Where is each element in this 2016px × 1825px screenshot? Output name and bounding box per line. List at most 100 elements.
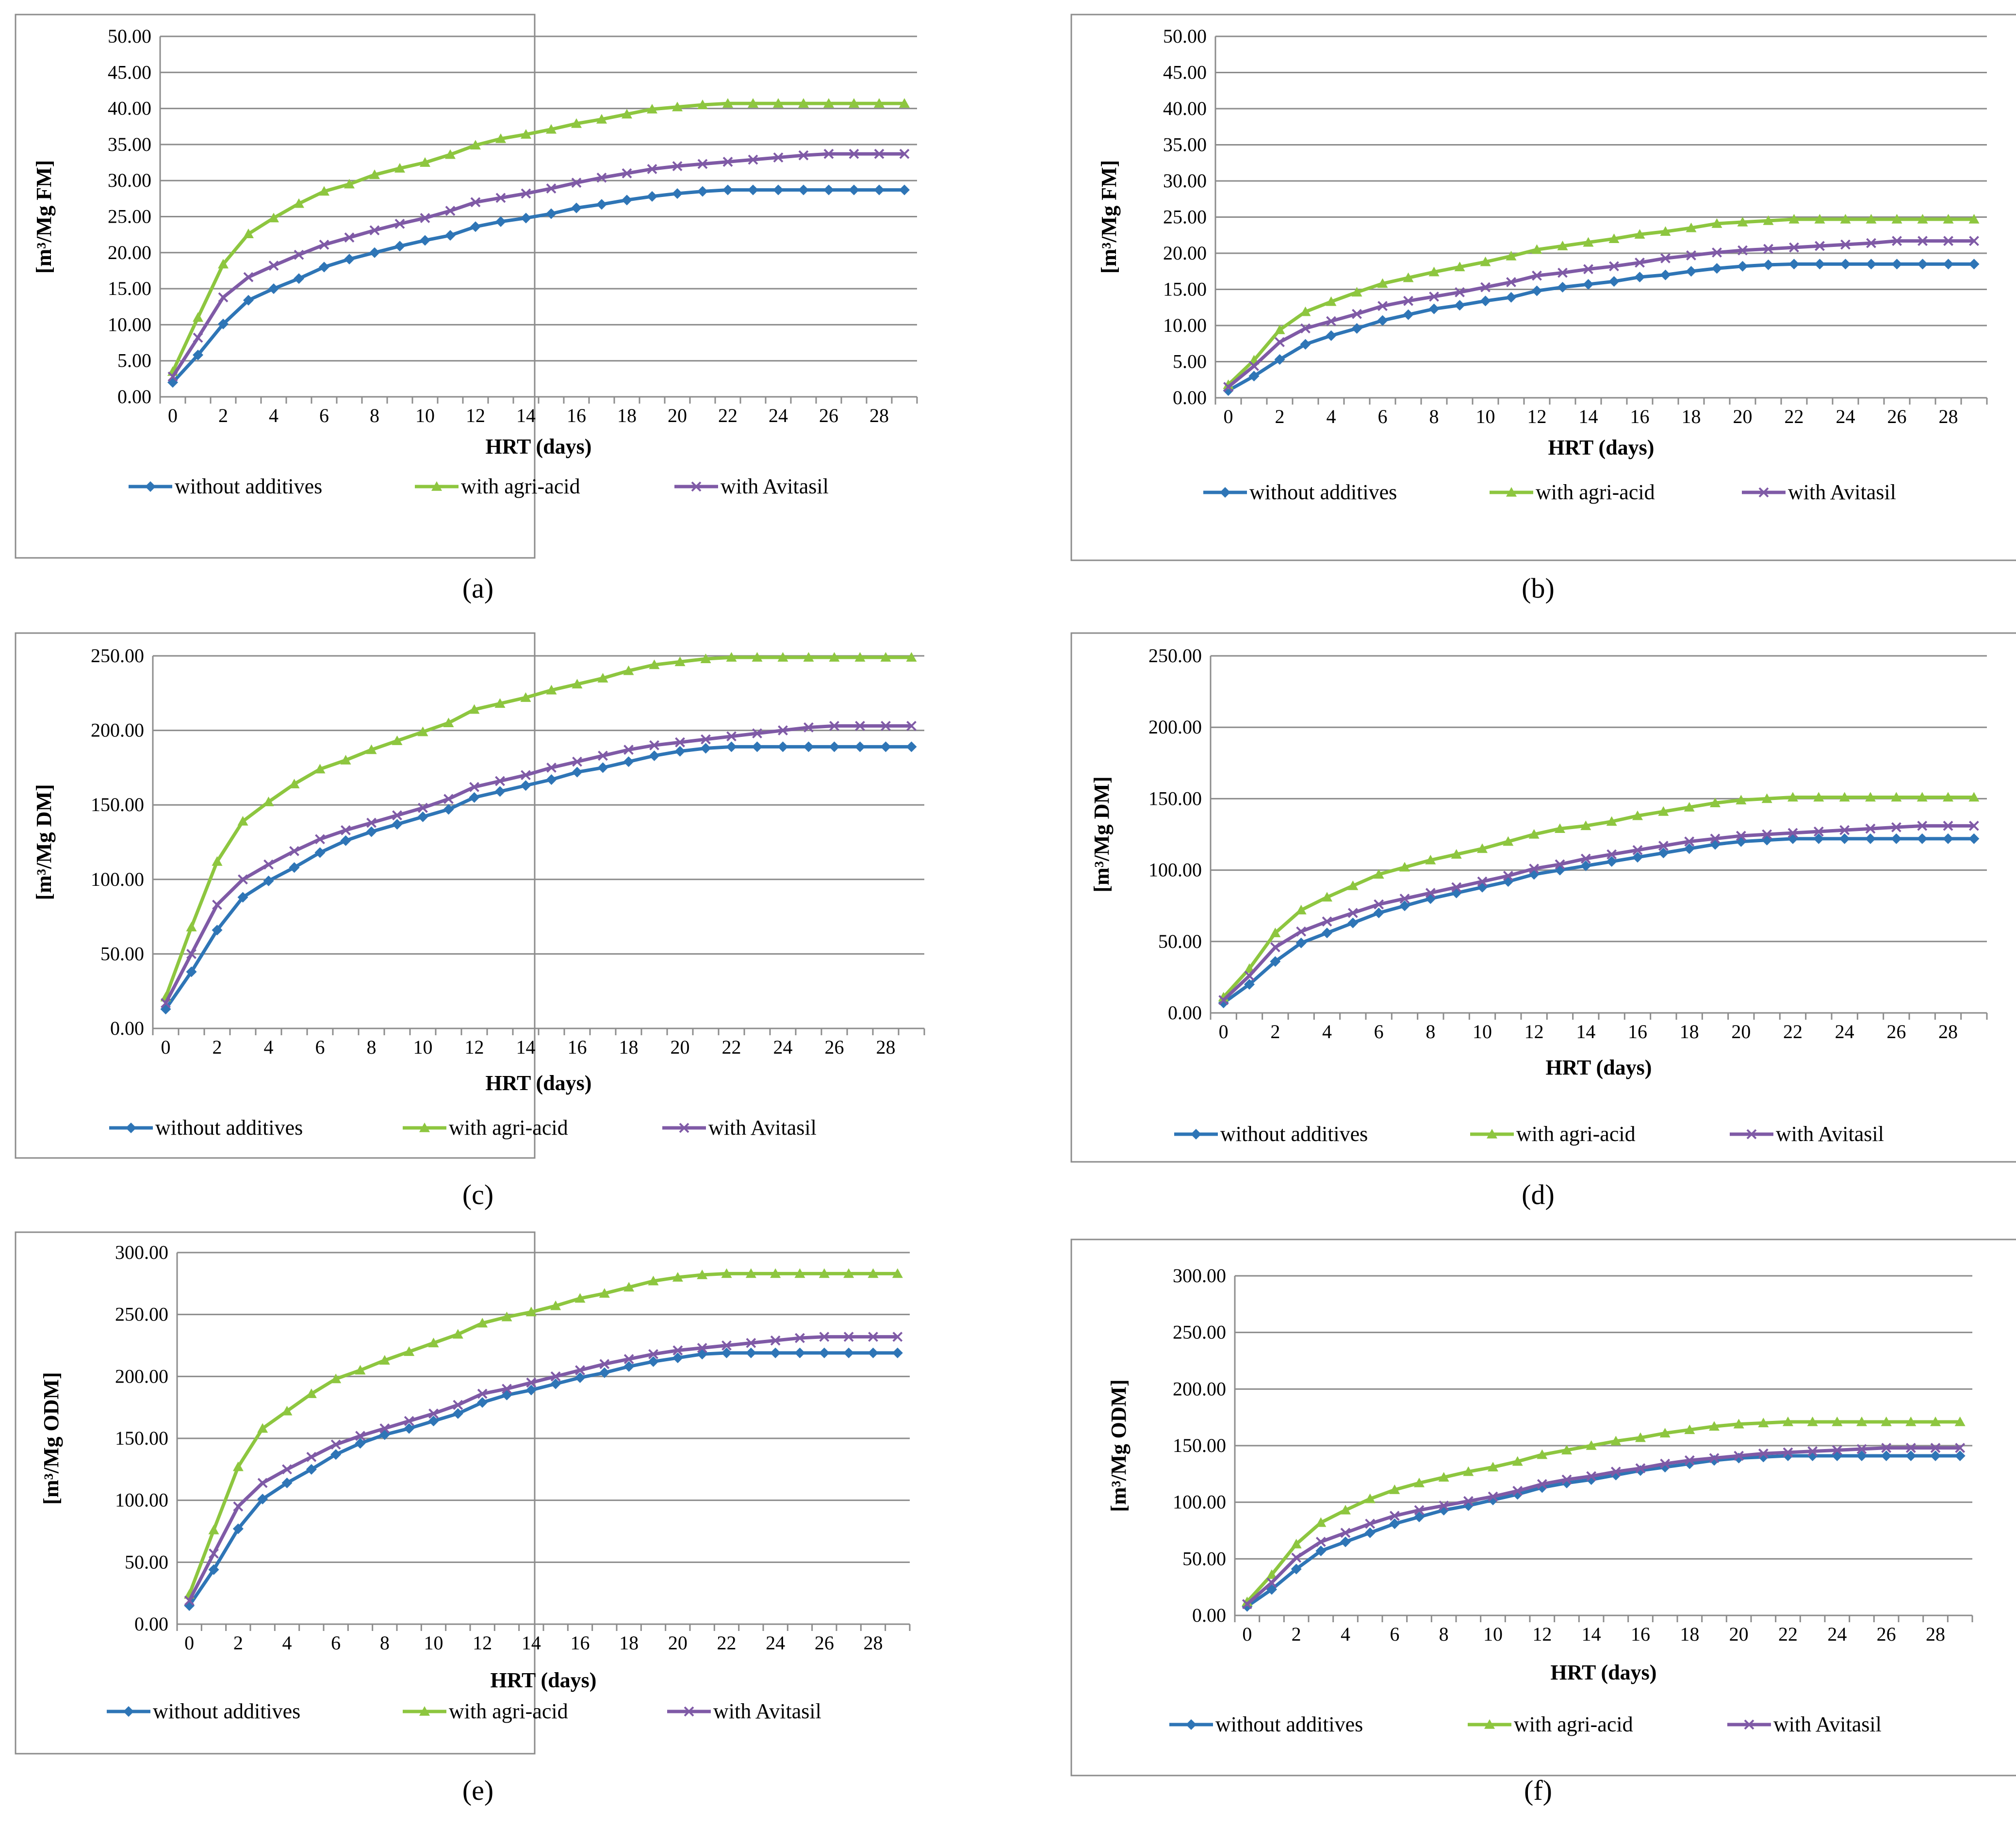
data-point bbox=[1635, 1463, 1646, 1474]
data-point bbox=[1856, 1444, 1867, 1454]
legend-item-with-avitasil: with Avitasil bbox=[1727, 1712, 1882, 1736]
x-tick-label: 24 bbox=[766, 1632, 785, 1654]
x-tick-label: 2 bbox=[1270, 1021, 1280, 1043]
chart-panel-5: 0.00 50.00 100.00 150.00 200.00 250.00 300.00 0… bbox=[15, 1231, 911, 1806]
data-point bbox=[1455, 287, 1465, 297]
data-point bbox=[721, 1268, 732, 1278]
data-point bbox=[1930, 1450, 1941, 1461]
y-tick-label: 20.00 bbox=[1163, 242, 1207, 264]
data-point bbox=[1315, 1536, 1326, 1547]
data-point bbox=[1865, 823, 1876, 834]
data-point bbox=[571, 178, 582, 188]
data-point bbox=[726, 652, 737, 662]
data-point bbox=[1403, 272, 1414, 282]
data-point bbox=[623, 745, 634, 755]
data-point bbox=[1660, 269, 1671, 280]
data-point bbox=[238, 874, 248, 885]
data-point bbox=[1425, 888, 1436, 898]
series-with-agri-acid bbox=[167, 98, 910, 376]
data-point bbox=[843, 1347, 854, 1358]
data-point bbox=[319, 186, 329, 196]
data-point bbox=[906, 652, 917, 662]
y-tick-label: 200.00 bbox=[115, 1365, 168, 1387]
x-tick-label: 28 bbox=[1926, 1623, 1945, 1645]
data-point bbox=[550, 1300, 561, 1310]
data-point bbox=[880, 652, 891, 662]
series-line bbox=[1222, 837, 1974, 1005]
data-point bbox=[623, 1354, 634, 1365]
series-line bbox=[188, 1335, 898, 1602]
x-tick-label: 4 bbox=[269, 405, 279, 426]
data-point bbox=[1373, 907, 1384, 918]
data-point bbox=[1326, 316, 1336, 326]
chart-frame bbox=[1070, 1238, 2016, 1776]
data-point bbox=[1610, 1435, 1622, 1446]
data-point bbox=[521, 188, 531, 199]
data-point bbox=[1389, 1511, 1400, 1521]
data-point bbox=[1373, 869, 1384, 879]
data-point bbox=[721, 1347, 732, 1358]
data-point bbox=[722, 98, 733, 108]
data-point bbox=[1322, 916, 1332, 927]
data-point bbox=[648, 1356, 659, 1367]
data-point bbox=[647, 164, 657, 174]
series-with-avitasil bbox=[1218, 820, 1979, 1005]
data-point bbox=[623, 665, 634, 675]
chart-frame bbox=[1070, 14, 2016, 561]
x-tick-label: 20 bbox=[1729, 1623, 1749, 1645]
legend-marker bbox=[126, 1123, 136, 1133]
x-tick-label: 26 bbox=[819, 405, 838, 426]
legend-item-without-additives: without additives bbox=[129, 474, 322, 498]
y-tick-label: 250.00 bbox=[1148, 645, 1202, 667]
data-point bbox=[237, 815, 248, 826]
legend-label: with Avitasil bbox=[1773, 1712, 1882, 1736]
data-point bbox=[674, 746, 686, 757]
data-point bbox=[1917, 792, 1928, 802]
y-tick-label: 10.00 bbox=[1163, 314, 1207, 336]
x-tick-label: 26 bbox=[815, 1632, 834, 1654]
x-tick-label: 2 bbox=[1292, 1623, 1301, 1645]
data-point bbox=[289, 779, 300, 788]
x-tick-label: 14 bbox=[516, 405, 536, 426]
data-point bbox=[773, 152, 784, 163]
data-point bbox=[697, 186, 708, 197]
legend-label: with Avitasil bbox=[713, 1699, 821, 1723]
data-point bbox=[1364, 1527, 1376, 1538]
y-tick-label: 30.00 bbox=[108, 169, 151, 191]
data-point bbox=[596, 172, 607, 183]
data-point bbox=[1512, 1485, 1523, 1496]
data-point bbox=[1684, 802, 1695, 812]
data-point bbox=[575, 1365, 585, 1375]
data-point bbox=[344, 179, 355, 189]
y-tick-label: 50.00 bbox=[108, 25, 151, 47]
legend-label: with agri-acid bbox=[449, 1116, 568, 1140]
x-tick-label: 8 bbox=[1426, 1021, 1435, 1043]
data-point bbox=[470, 197, 481, 208]
x-tick-label: 22 bbox=[722, 1036, 741, 1058]
data-point bbox=[193, 312, 203, 322]
series-with-avitasil bbox=[167, 148, 910, 382]
data-point bbox=[268, 283, 279, 294]
data-point bbox=[1377, 278, 1388, 288]
data-point bbox=[1954, 1450, 1966, 1461]
x-tick-label: 22 bbox=[717, 1632, 737, 1654]
series-line bbox=[1227, 217, 1974, 386]
data-point bbox=[1881, 1417, 1892, 1426]
data-point bbox=[1710, 833, 1721, 844]
data-point bbox=[1374, 899, 1384, 910]
data-point bbox=[1660, 1458, 1671, 1469]
y-tick-label: 30.00 bbox=[1163, 170, 1207, 192]
series-line bbox=[187, 1271, 898, 1595]
data-point bbox=[1557, 241, 1568, 250]
data-point bbox=[892, 1268, 903, 1278]
x-tick-label: 10 bbox=[1476, 406, 1495, 427]
series-line bbox=[1222, 824, 1974, 1002]
data-point bbox=[546, 762, 557, 773]
data-point bbox=[868, 1268, 879, 1278]
data-point bbox=[208, 1564, 219, 1575]
y-tick-label: 45.00 bbox=[1163, 62, 1207, 83]
data-point bbox=[1954, 1417, 1966, 1426]
data-point bbox=[854, 652, 866, 662]
y-tick-label: 150.00 bbox=[1173, 1434, 1226, 1456]
data-point bbox=[355, 1365, 366, 1375]
